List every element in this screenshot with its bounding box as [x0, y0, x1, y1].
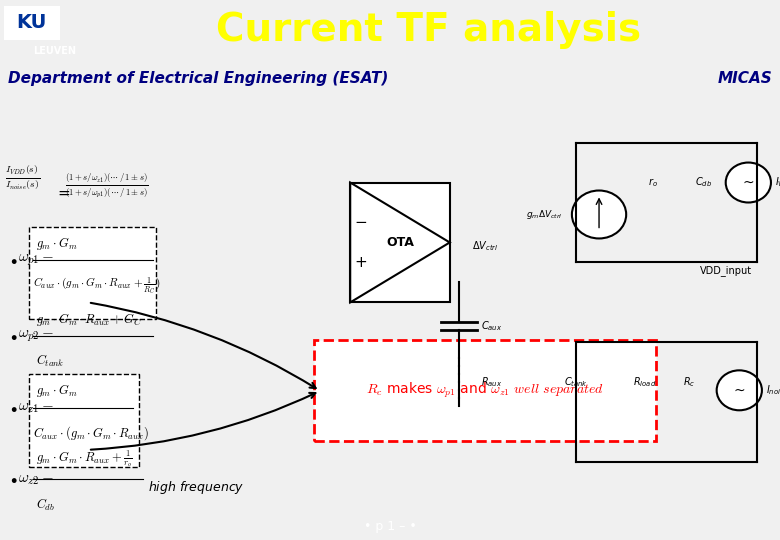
Text: $\it{high\ frequency}$: $\it{high\ frequency}$: [148, 479, 244, 496]
Text: $\omega_{p2}-$: $\omega_{p2}-$: [18, 328, 55, 344]
Text: $R_c$: $R_c$: [683, 375, 696, 389]
Text: $C_{tank}$: $C_{tank}$: [36, 353, 65, 369]
Text: $C_{db}$: $C_{db}$: [36, 496, 55, 512]
Text: $R_{load}$: $R_{load}$: [633, 375, 656, 389]
Text: $\frac{I_{VDD}(s)}{I_{noise}(s)}$: $\frac{I_{VDD}(s)}{I_{noise}(s)}$: [5, 164, 40, 191]
Text: $g_m\cdot G_m$: $g_m\cdot G_m$: [36, 382, 77, 400]
FancyBboxPatch shape: [29, 374, 139, 467]
Text: $\bullet$: $\bullet$: [8, 470, 18, 488]
Text: $g_m \cdot G_m$: $g_m \cdot G_m$: [36, 235, 77, 252]
Text: • p 1 – •: • p 1 – •: [363, 520, 417, 533]
Text: $C_{db}$: $C_{db}$: [694, 176, 711, 190]
Text: $\Delta V_{ctrl}$: $\Delta V_{ctrl}$: [473, 240, 498, 253]
Text: $\bullet$: $\bullet$: [8, 327, 18, 345]
Text: +: +: [355, 255, 367, 270]
FancyBboxPatch shape: [4, 5, 60, 39]
Text: $C_{aux}$: $C_{aux}$: [481, 320, 503, 333]
Text: $g_m\Delta V_{ctrl}$: $g_m\Delta V_{ctrl}$: [526, 208, 563, 221]
Text: $=$: $=$: [55, 185, 71, 199]
FancyBboxPatch shape: [29, 227, 156, 319]
Text: $\omega_{p1}-$: $\omega_{p1}-$: [18, 253, 55, 268]
Text: $g_m\cdot G_m\cdot R_{aux}+\frac{1}{r_o}$: $g_m\cdot G_m\cdot R_{aux}+\frac{1}{r_o}…: [36, 448, 133, 469]
Text: $R_c$ makes $\omega_{p1}$ and $\omega_{z1}$ $\it{well\ separated}$: $R_c$ makes $\omega_{p1}$ and $\omega_{z…: [366, 381, 604, 401]
Text: KU: KU: [16, 13, 47, 32]
Circle shape: [572, 191, 626, 239]
Text: $\omega_{z2}-$: $\omega_{z2}-$: [18, 472, 54, 487]
Text: Department of Electrical Engineering (ESAT): Department of Electrical Engineering (ES…: [8, 71, 388, 86]
Text: ~: ~: [743, 176, 754, 190]
FancyBboxPatch shape: [314, 340, 656, 441]
Text: $C_{tank}$: $C_{tank}$: [565, 375, 588, 389]
Circle shape: [717, 370, 762, 410]
Circle shape: [725, 163, 771, 202]
Text: $\omega_{z1}-$: $\omega_{z1}-$: [18, 400, 54, 415]
Text: LEUVEN: LEUVEN: [33, 46, 76, 56]
Text: ~: ~: [733, 383, 745, 397]
Bar: [350, 183, 450, 302]
Text: −: −: [355, 215, 367, 230]
Text: $r_o$: $r_o$: [648, 176, 658, 189]
Text: $\bullet$: $\bullet$: [8, 251, 18, 269]
Text: OTA: OTA: [386, 236, 414, 249]
Text: $C_{aux}\cdot(g_m\cdot G_m\cdot R_{aux}+\frac{1}{R_C})$: $C_{aux}\cdot(g_m\cdot G_m\cdot R_{aux}+…: [33, 275, 161, 296]
Text: VDD_input: VDD_input: [700, 265, 752, 276]
Text: MICAS: MICAS: [718, 71, 772, 86]
Text: $R_{aux}$: $R_{aux}$: [481, 375, 503, 389]
Text: $I_{VDD}$: $I_{VDD}$: [775, 176, 780, 190]
Polygon shape: [350, 183, 450, 302]
Text: $\frac{(1+s/\omega_{z1})(\cdots\,/\,1\pm s)}{(1+s/\omega_{p1})(\cdots\,/\,1\pm s: $\frac{(1+s/\omega_{z1})(\cdots\,/\,1\pm…: [65, 172, 149, 200]
Text: $g_m\cdot G_m\cdot R_{aux}+G_C$: $g_m\cdot G_m\cdot R_{aux}+G_C$: [36, 310, 142, 328]
Text: $\bullet$: $\bullet$: [8, 399, 18, 417]
Text: $C_{aux}\cdot(g_m\cdot G_m\cdot R_{aux})$: $C_{aux}\cdot(g_m\cdot G_m\cdot R_{aux})…: [33, 424, 149, 442]
Text: $I_{noise}$: $I_{noise}$: [767, 383, 780, 397]
Text: Current TF analysis: Current TF analysis: [216, 11, 642, 49]
